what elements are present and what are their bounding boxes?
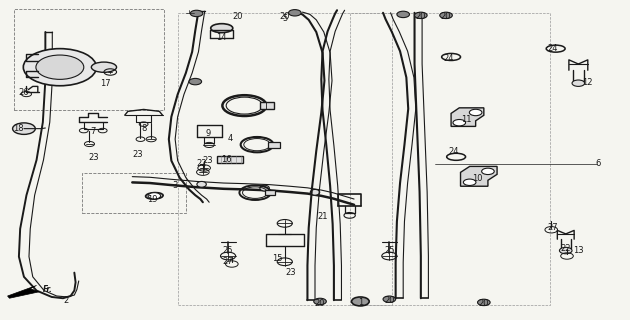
Ellipse shape <box>260 185 270 191</box>
Text: 21: 21 <box>318 212 328 221</box>
Text: 26: 26 <box>19 88 29 97</box>
Text: 16: 16 <box>222 155 232 164</box>
Text: 22: 22 <box>197 159 207 168</box>
Text: 10: 10 <box>472 174 483 183</box>
Circle shape <box>478 299 490 306</box>
Text: 23: 23 <box>88 153 98 162</box>
Bar <box>14 9 164 110</box>
Text: 25: 25 <box>384 246 394 255</box>
Polygon shape <box>461 166 497 186</box>
Circle shape <box>397 11 410 18</box>
Text: 9: 9 <box>205 129 210 138</box>
Text: 14: 14 <box>217 33 227 42</box>
Text: 22: 22 <box>561 244 571 253</box>
Text: 20: 20 <box>384 296 394 305</box>
Text: 8: 8 <box>141 124 146 133</box>
Text: 27: 27 <box>548 223 558 232</box>
Circle shape <box>453 119 466 126</box>
Text: 2: 2 <box>64 296 69 305</box>
Text: 11: 11 <box>461 115 471 124</box>
Text: 19: 19 <box>147 196 158 204</box>
Bar <box>265 190 275 195</box>
Circle shape <box>13 123 35 134</box>
Text: 5: 5 <box>282 14 287 23</box>
Text: 25: 25 <box>223 246 233 255</box>
Text: 4: 4 <box>228 134 233 143</box>
Text: 12: 12 <box>582 78 592 87</box>
Text: 20: 20 <box>280 12 290 21</box>
Text: 13: 13 <box>573 246 583 255</box>
Circle shape <box>189 78 202 85</box>
Ellipse shape <box>91 62 117 72</box>
Text: 17: 17 <box>101 79 111 88</box>
Text: 6: 6 <box>596 159 601 168</box>
Text: Fr.: Fr. <box>43 285 53 294</box>
Text: 24: 24 <box>449 147 459 156</box>
Text: 1: 1 <box>358 298 363 307</box>
Circle shape <box>190 10 203 17</box>
Text: 20: 20 <box>233 12 243 21</box>
Text: 15: 15 <box>272 254 282 263</box>
Text: 7: 7 <box>91 127 96 136</box>
Text: 23: 23 <box>203 156 213 165</box>
Bar <box>350 13 550 305</box>
Circle shape <box>572 80 585 86</box>
Text: 27: 27 <box>223 257 233 266</box>
Circle shape <box>23 49 96 86</box>
Polygon shape <box>8 285 39 298</box>
Bar <box>178 13 392 305</box>
Text: 3: 3 <box>173 181 178 190</box>
Circle shape <box>469 109 482 116</box>
Text: 20: 20 <box>479 299 489 308</box>
Ellipse shape <box>197 181 207 187</box>
Circle shape <box>464 179 476 186</box>
Bar <box>260 102 274 109</box>
Text: 20: 20 <box>416 12 426 21</box>
Bar <box>82 173 186 213</box>
Circle shape <box>415 12 427 19</box>
Circle shape <box>383 296 396 302</box>
Ellipse shape <box>210 24 233 33</box>
Ellipse shape <box>146 193 163 199</box>
Text: 23: 23 <box>286 268 296 277</box>
Circle shape <box>352 297 369 306</box>
Text: 20: 20 <box>315 299 325 308</box>
Text: 20: 20 <box>441 12 451 21</box>
Circle shape <box>148 193 161 199</box>
Text: 18: 18 <box>14 124 24 133</box>
Circle shape <box>289 10 301 16</box>
Text: 23: 23 <box>132 150 142 159</box>
Text: 24: 24 <box>444 54 454 63</box>
Circle shape <box>559 247 572 254</box>
Polygon shape <box>451 108 484 126</box>
Bar <box>268 142 280 148</box>
Text: 24: 24 <box>548 44 558 53</box>
Ellipse shape <box>310 189 320 195</box>
Circle shape <box>440 12 452 19</box>
Circle shape <box>314 298 326 305</box>
Circle shape <box>36 55 84 79</box>
Bar <box>217 156 243 163</box>
Circle shape <box>481 168 495 175</box>
